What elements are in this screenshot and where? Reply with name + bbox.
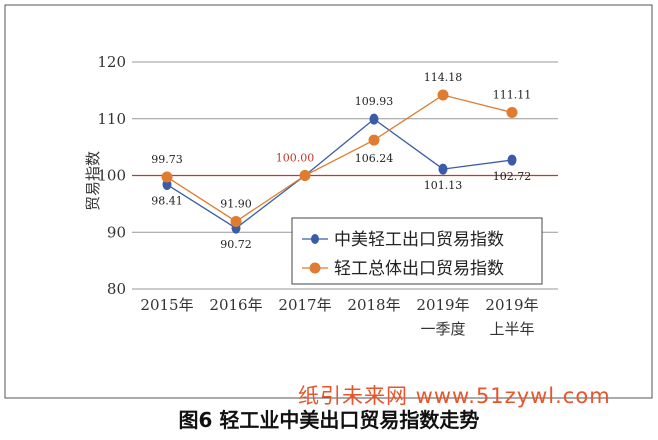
y-tick-label: 100 — [97, 167, 126, 185]
data-point-s2 — [368, 134, 380, 146]
data-labels: 98.41 90.72 109.93 101.13 102.72 99.73 91.90 10… — [151, 71, 531, 251]
series-lines — [161, 89, 518, 234]
x-tick-label: 2016年 — [209, 296, 262, 314]
x-tick-label: 2019年 — [416, 296, 469, 314]
series-line-1 — [166, 118, 513, 229]
x-tick-label: 2019年 — [485, 296, 538, 314]
data-point-s2 — [299, 170, 311, 181]
legend-entry-2: 轻工总体出口贸易指数 — [334, 259, 504, 279]
y-axis-label: 贸易指数 — [84, 151, 102, 211]
data-label-s1: 98.41 — [151, 195, 183, 208]
data-label-s2: 91.90 — [220, 197, 252, 210]
figure-caption: 图6 轻工业中美出口贸易指数走势 — [178, 408, 480, 432]
data-point-s2 — [437, 89, 449, 101]
y-tick-label: 90 — [107, 223, 126, 241]
data-label-s2: 99.73 — [151, 153, 183, 166]
chart-frame — [4, 4, 653, 399]
data-label-s1: 90.72 — [220, 238, 252, 251]
data-point-s1 — [507, 154, 517, 166]
data-label-s1: 102.72 — [493, 170, 532, 183]
legend-box — [291, 217, 543, 285]
data-point-s2 — [506, 106, 518, 118]
data-point-s2 — [230, 215, 242, 227]
legend-entry-1: 中美轻工出口贸易指数 — [334, 230, 504, 250]
data-label-s2: 114.18 — [424, 71, 463, 84]
series-line-2 — [166, 94, 513, 223]
data-label-s2: 106.24 — [355, 152, 394, 165]
x-tick-label-line2: 上半年 — [489, 320, 534, 338]
data-label-s2: 100.00 — [276, 152, 315, 165]
data-label-s1: 101.13 — [424, 179, 463, 192]
data-label-s2: 111.11 — [493, 88, 532, 101]
legend-marker-1 — [311, 234, 319, 244]
y-tick-label: 80 — [107, 280, 126, 298]
x-tick-label: 2018年 — [347, 296, 400, 314]
x-tick-label-line2: 一季度 — [420, 320, 465, 338]
legend-marker-2 — [309, 262, 321, 274]
watermark: 纸引未来网 www.51zywl.com — [298, 384, 611, 408]
data-point-s2 — [161, 171, 173, 183]
data-label-s1: 109.93 — [355, 95, 394, 108]
y-tick-label: 120 — [97, 53, 126, 71]
y-tick-label: 110 — [97, 110, 126, 128]
data-point-s1 — [369, 113, 379, 125]
x-tick-label: 2015年 — [140, 296, 193, 314]
data-point-s1 — [438, 163, 448, 175]
y-tick-labels: 80 90 100 110 120 — [97, 53, 126, 298]
x-tick-label: 2017年 — [278, 296, 331, 314]
